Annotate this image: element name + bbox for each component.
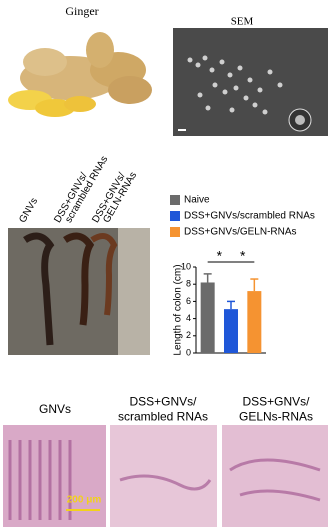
y-tick-label: 10 [181,261,191,271]
y-axis-label: Length of colon (cm) [173,264,184,355]
histology-label: GNVs [39,402,71,416]
bar [247,291,262,353]
sem-label: SEM [231,16,254,28]
bar [224,309,238,353]
significance-label: * [217,248,223,264]
y-tick-label: 8 [186,279,191,289]
histology-image [3,425,106,527]
histology-image [110,425,217,527]
histology-label: scrambled RNAs [118,410,208,424]
y-tick-label: 4 [186,313,191,323]
y-tick-label: 0 [186,347,191,357]
legend-label: DSS+GNVs/GELN-RNAs [184,227,297,238]
histology-image [222,425,328,527]
colon-label: GNVs [17,196,40,225]
histology-label: DSS+GNVs/ [242,395,310,409]
y-tick-label: 2 [186,330,191,340]
histology-label: DSS+GNVs/ [129,395,197,409]
legend-swatch [170,227,180,237]
legend-label: DSS+GNVs/scrambled RNAs [184,211,315,222]
histology-label: GELNs-RNAs [239,410,313,424]
legend-swatch [170,211,180,221]
legend-swatch [170,195,180,205]
y-tick-label: 6 [186,296,191,306]
ginger-label: Ginger [65,4,98,18]
bar [200,282,215,353]
sem-particles [187,55,283,115]
significance-label: * [240,248,246,264]
legend-label: Naive [184,195,210,206]
ginger-image [8,32,152,117]
scale-bar-label: 200 μm [67,495,102,506]
